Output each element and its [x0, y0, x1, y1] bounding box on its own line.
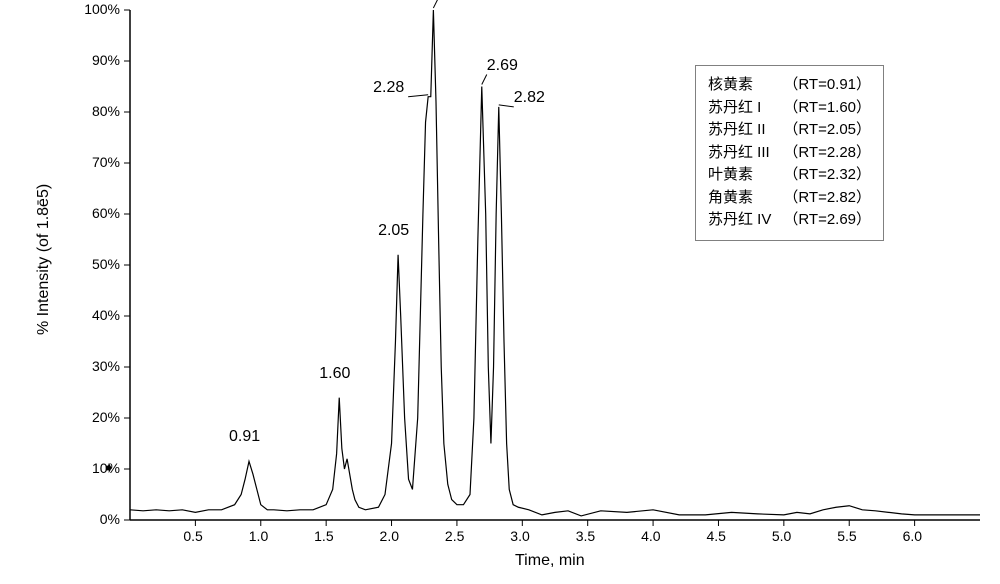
peak-label: 2.05 [378, 222, 409, 240]
y-tick-label: 0% [100, 511, 120, 527]
legend-item-rt: （RT=2.82） [783, 187, 871, 210]
y-tick-label: 60% [92, 205, 120, 221]
y-tick-label: 100% [84, 1, 120, 17]
x-tick-label: 3.0 [510, 528, 529, 544]
x-tick-label: 4.0 [641, 528, 660, 544]
y-tick-label: 50% [92, 256, 120, 272]
peak-label: 2.82 [514, 89, 545, 107]
x-tick-label: 3.5 [576, 528, 595, 544]
y-tick-label: 70% [92, 154, 120, 170]
x-tick-label: 4.5 [706, 528, 725, 544]
x-tick-label: 2.0 [380, 528, 399, 544]
legend-item-name: 角黄素 [708, 187, 753, 210]
peak-label: 2.28 [373, 79, 404, 97]
x-tick-label: 6.0 [903, 528, 922, 544]
legend-item-name: 苏丹红 III [708, 142, 770, 165]
peak-label: 1.60 [319, 365, 350, 383]
x-tick-label: 1.0 [249, 528, 268, 544]
legend-item-rt: （RT=2.05） [783, 119, 871, 142]
peak-label: 0.91 [229, 428, 260, 446]
x-tick-label: 5.5 [837, 528, 856, 544]
x-tick-label: 1.5 [314, 528, 333, 544]
legend-box: 核黄素 （RT=0.91） 苏丹红 I （RT=1.60） 苏丹红 II （RT=2.05… [695, 65, 884, 241]
legend-item: 苏丹红 III （RT=2.28） [708, 142, 871, 165]
legend-item: 苏丹红 II （RT=2.05） [708, 119, 871, 142]
x-axis-label: Time, min [515, 552, 585, 570]
legend-item-rt: （RT=1.60） [783, 97, 871, 120]
legend-item-name: 苏丹红 IV [708, 209, 771, 232]
legend-item-name: 叶黄素 [708, 164, 753, 187]
x-tick-label: 2.5 [445, 528, 464, 544]
y-axis-label: % Intensity (of 1.8ē5) [35, 184, 53, 335]
legend-item: 角黄素 （RT=2.82） [708, 187, 871, 210]
y-tick-label: 80% [92, 103, 120, 119]
y-tick-label: 10% [92, 460, 120, 476]
x-tick-label: 5.0 [772, 528, 791, 544]
x-tick-label: 0.5 [183, 528, 202, 544]
legend-item-rt: （RT=2.28） [783, 142, 871, 165]
legend-item-name: 苏丹红 I [708, 97, 761, 120]
legend-item: 叶黄素 （RT=2.32） [708, 164, 871, 187]
y-tick-label: 30% [92, 358, 120, 374]
legend-item: 苏丹红 IV （RT=2.69） [708, 209, 871, 232]
legend-item-rt: （RT=2.69） [783, 209, 871, 232]
peak-label: 2.69 [487, 57, 518, 75]
y-tick-label: 90% [92, 52, 120, 68]
legend-item: 核黄素 （RT=0.91） [708, 74, 871, 97]
y-tick-label: 40% [92, 307, 120, 323]
legend-item-rt: （RT=2.32） [783, 164, 871, 187]
legend-item-name: 核黄素 [708, 74, 753, 97]
legend-item: 苏丹红 I （RT=1.60） [708, 97, 871, 120]
y-tick-label: 20% [92, 409, 120, 425]
legend-item-name: 苏丹红 II [708, 119, 766, 142]
legend-item-rt: （RT=0.91） [783, 74, 871, 97]
